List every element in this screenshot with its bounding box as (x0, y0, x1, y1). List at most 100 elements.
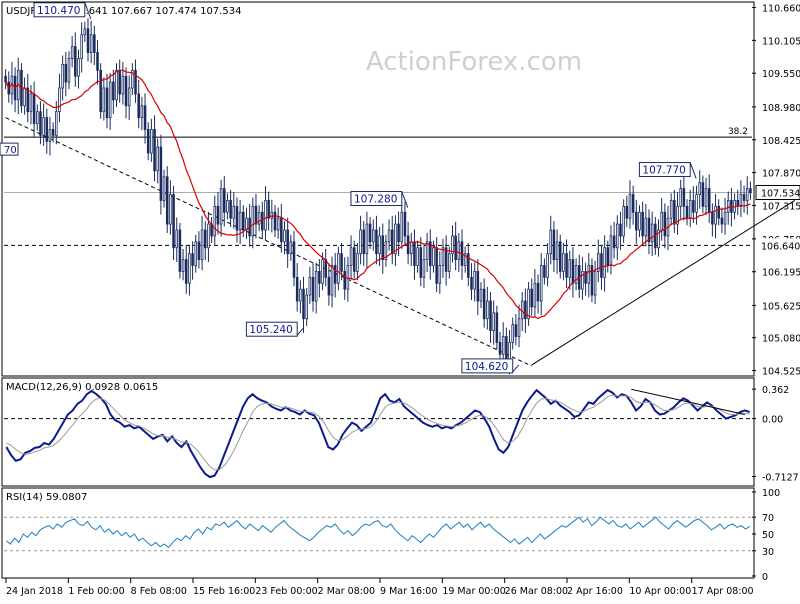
candle-body (102, 87, 106, 113)
candle-body (203, 229, 207, 249)
candle-body (299, 288, 302, 302)
price-annotation-pointer (689, 162, 697, 179)
candle-body (669, 200, 673, 219)
candle-body (606, 247, 610, 266)
price-annotation-box (245, 321, 298, 337)
candle-body (36, 111, 39, 124)
candle-body (489, 300, 492, 331)
candle-body (226, 200, 229, 213)
candle-body (479, 288, 483, 302)
candle-body (625, 205, 629, 219)
candle-body (726, 200, 730, 213)
candle-body (51, 129, 55, 136)
candle-body (546, 253, 549, 278)
candle-body (467, 253, 470, 278)
candle-body (292, 241, 296, 278)
candle-body (39, 111, 42, 136)
candle-body (235, 205, 239, 231)
price-annotation: 104.620 (465, 361, 508, 373)
moving-average-line (5, 69, 751, 320)
candle-body (616, 223, 619, 249)
candle-body (305, 294, 308, 320)
candle-body (99, 69, 102, 113)
x-axis-tick-label: 10 Apr 00:00 (629, 586, 691, 597)
candle-body (378, 235, 381, 255)
rsi-plot (4, 516, 752, 552)
candle-body (463, 253, 467, 266)
candle-body (745, 188, 749, 201)
candle-body (165, 176, 169, 225)
candle-body (394, 223, 397, 255)
macd-y-tick-label: 0.00 (762, 415, 783, 426)
candle-body (628, 194, 632, 219)
candle-body (140, 105, 144, 118)
candle-body (650, 223, 654, 243)
candle-body (501, 336, 505, 355)
candle-body (419, 247, 423, 278)
price-y-tick-label: 105.625 (762, 301, 800, 312)
candle-body (473, 271, 476, 290)
candle-body (242, 211, 245, 231)
candle-body (435, 247, 438, 284)
candle-body (207, 223, 210, 249)
candle-body (238, 211, 242, 231)
candle-body (635, 211, 638, 231)
candle-body (568, 259, 572, 278)
candle-body (343, 271, 346, 290)
candle-body (162, 176, 166, 201)
rsi-y-tick-label: 50 (762, 530, 774, 541)
candle-body (543, 265, 546, 278)
candle-body (324, 259, 327, 278)
candle-body (124, 75, 128, 107)
candle-body (191, 253, 194, 266)
candle-body (58, 87, 61, 113)
candle-body (641, 211, 644, 237)
price-annotation: 107.280 (354, 194, 397, 206)
candle-body (213, 205, 217, 237)
candle-body (112, 81, 115, 101)
candle-body (723, 211, 727, 225)
rsi-y-tick-label: 30 (762, 547, 774, 558)
candle-body (558, 241, 562, 272)
candle-body (321, 259, 324, 284)
candle-body (134, 69, 137, 95)
candle-body (178, 229, 182, 272)
candle-body (673, 200, 676, 225)
candle-body (647, 217, 651, 243)
candle-body (340, 253, 343, 272)
candle-body (121, 75, 125, 95)
candle-body (524, 300, 527, 320)
candle-body (390, 229, 394, 255)
price-annotation-box (33, 2, 86, 18)
candle-body (289, 241, 293, 255)
candle-body (685, 205, 689, 219)
x-axis-tick-label: 23 Feb 00:00 (255, 586, 317, 597)
candle-body (184, 259, 188, 284)
candle-body (365, 223, 369, 255)
candle-body (663, 211, 667, 237)
candle-body (4, 75, 7, 83)
price-annotation-box (638, 162, 691, 178)
candle-body (707, 188, 711, 213)
candle-body (492, 312, 495, 331)
candle-body (527, 288, 530, 320)
candle-body (349, 247, 353, 266)
x-axis-tick-label: 1 Feb 00:00 (68, 586, 124, 597)
candle-body (200, 229, 204, 260)
candle-body (403, 211, 407, 237)
candle-body (89, 34, 93, 53)
candle-body (457, 241, 461, 260)
candle-body (327, 276, 331, 296)
candle-body (679, 188, 682, 207)
candle-body (55, 111, 58, 136)
watermark-text: ActionForex.com (366, 47, 582, 77)
candle-body (368, 223, 372, 243)
price-y-tick-label: 105.080 (762, 334, 800, 345)
candle-body (371, 229, 375, 243)
symbol-label: USDJPY,H4 (6, 6, 59, 17)
rsi-panel-frame (1, 487, 755, 579)
candle-body (676, 205, 679, 225)
candle-body (692, 200, 695, 213)
candle-body (156, 146, 159, 172)
candle-body (429, 241, 432, 266)
